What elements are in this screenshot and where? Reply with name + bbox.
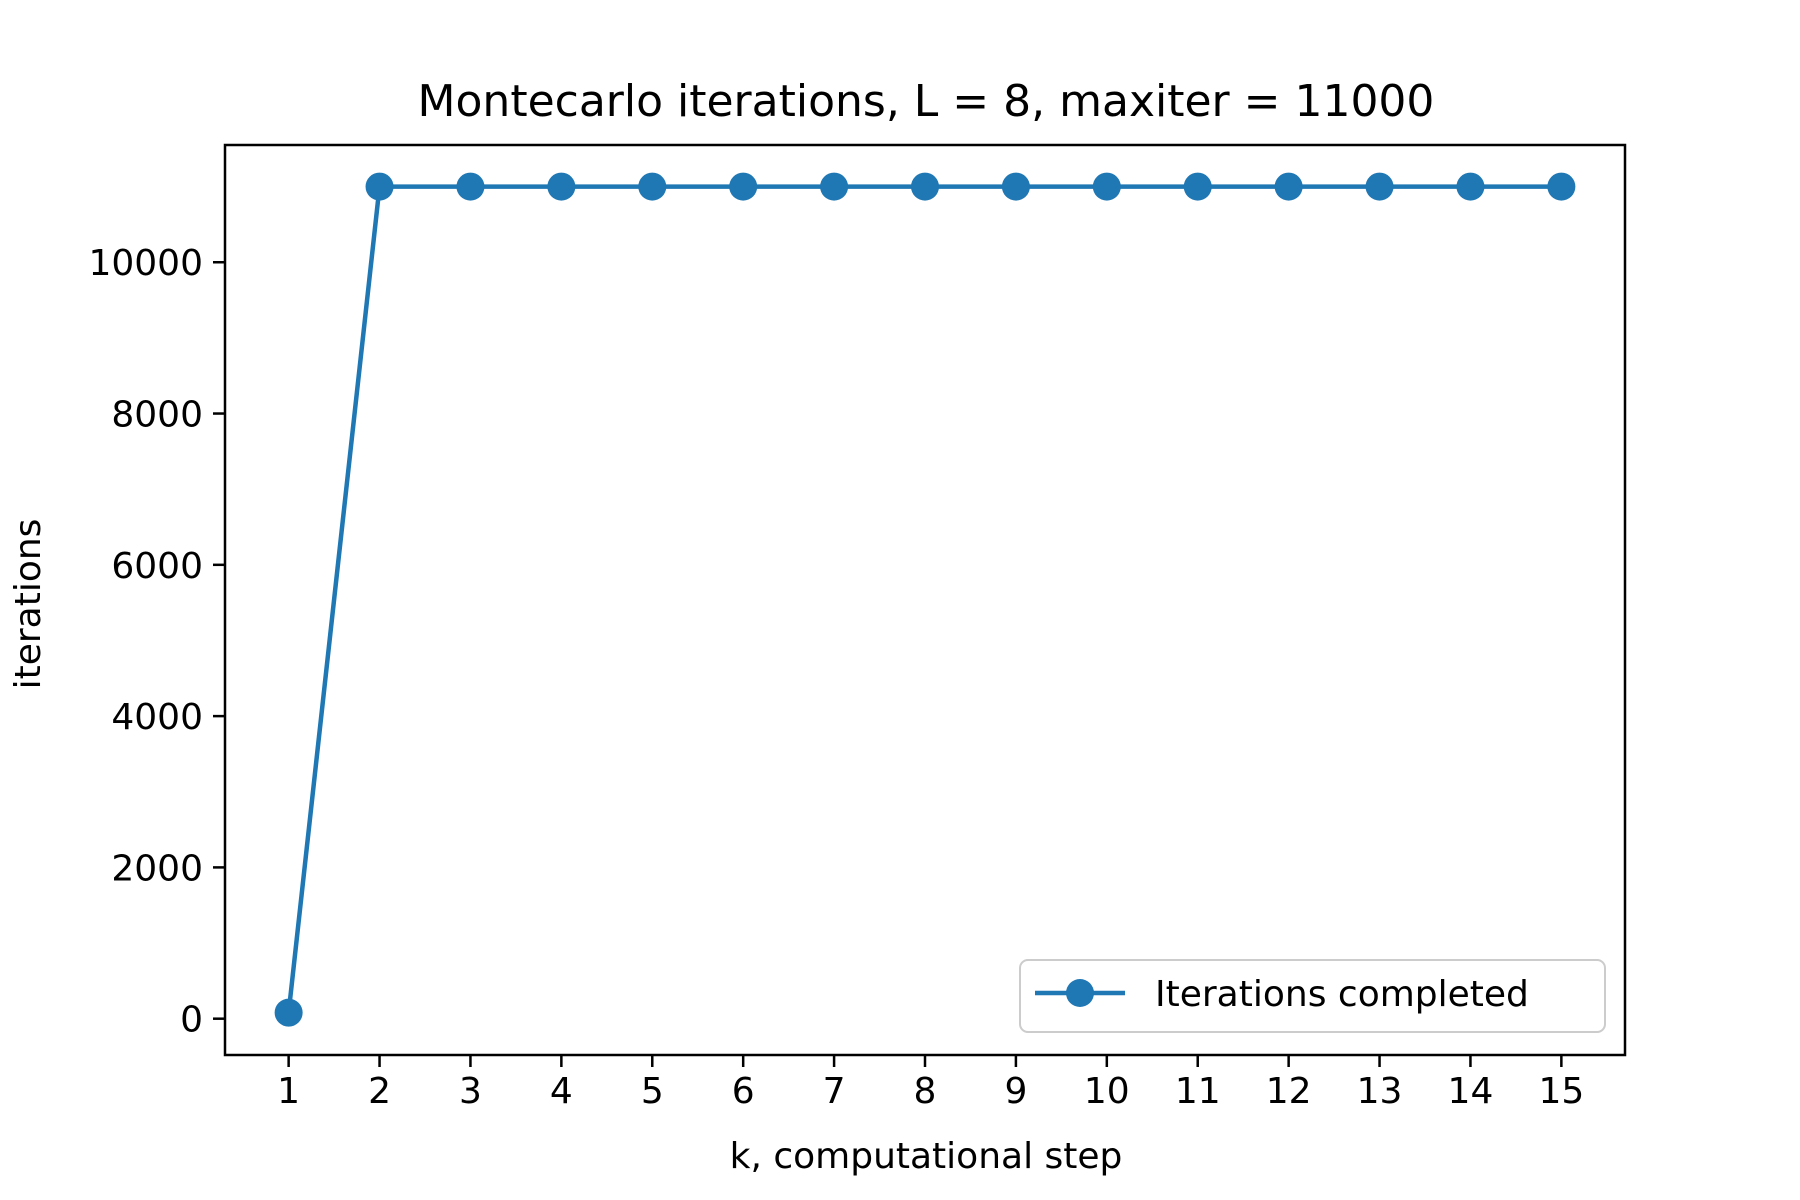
- x-tick-label: 3: [459, 1071, 482, 1112]
- data-point: [274, 998, 303, 1027]
- plot-area-frame: [223, 143, 1627, 1057]
- y-axis-ticks: 0 2000 4000 6000 8000 10000: [88, 243, 225, 1041]
- legend-box: [1019, 959, 1606, 1033]
- x-tick-label: 11: [1175, 1071, 1221, 1112]
- data-point: [911, 172, 939, 201]
- x-tick-label: 15: [1538, 1071, 1584, 1112]
- data-point: [1547, 172, 1576, 201]
- x-tick-label: 1: [277, 1071, 300, 1112]
- x-tick-label: 5: [641, 1071, 664, 1112]
- legend: Iterations completed: [1019, 959, 1606, 1033]
- x-tick-label: 12: [1266, 1071, 1312, 1112]
- data-point: [820, 172, 849, 201]
- legend-label: Iterations completed: [1155, 974, 1529, 1015]
- data-point: [1092, 172, 1121, 201]
- y-tick-label: 4000: [111, 697, 203, 738]
- x-tick-label: 7: [823, 1071, 846, 1112]
- x-tick-label: 4: [550, 1071, 573, 1112]
- x-tick-label: 13: [1357, 1071, 1403, 1112]
- x-tick-label: 10: [1084, 1071, 1130, 1112]
- y-tick-label: 8000: [111, 395, 203, 436]
- series-layer: [274, 172, 1576, 1027]
- data-point: [1274, 172, 1303, 201]
- data-point: [456, 172, 485, 201]
- x-tick-label: 9: [1004, 1071, 1027, 1112]
- y-tick-label: 6000: [111, 546, 203, 587]
- data-point: [365, 172, 394, 201]
- x-axis-ticks: 1 2 3 4 5 6 7 8 9 10 11 12 13 14 15: [277, 1055, 1584, 1112]
- data-point: [729, 172, 758, 201]
- data-point: [1365, 172, 1394, 201]
- data-point: [1001, 172, 1030, 201]
- y-axis-label: iterations: [8, 519, 49, 690]
- y-tick-label: 2000: [111, 848, 203, 889]
- x-tick-label: 6: [732, 1071, 755, 1112]
- data-point: [1183, 172, 1212, 201]
- legend-dot-marker: [1066, 979, 1094, 1007]
- y-tick-label: 10000: [88, 243, 203, 284]
- chart-title: Montecarlo iterations, L = 8, maxiter = …: [418, 76, 1435, 127]
- x-tick-label: 14: [1448, 1071, 1494, 1112]
- x-axis-label: k, computational step: [730, 1136, 1123, 1177]
- data-point: [547, 172, 576, 201]
- x-tick-label: 2: [368, 1071, 391, 1112]
- y-tick-label: 0: [180, 1000, 203, 1041]
- x-tick-label: 8: [914, 1071, 937, 1112]
- data-point: [638, 172, 667, 201]
- data-point: [1456, 172, 1485, 201]
